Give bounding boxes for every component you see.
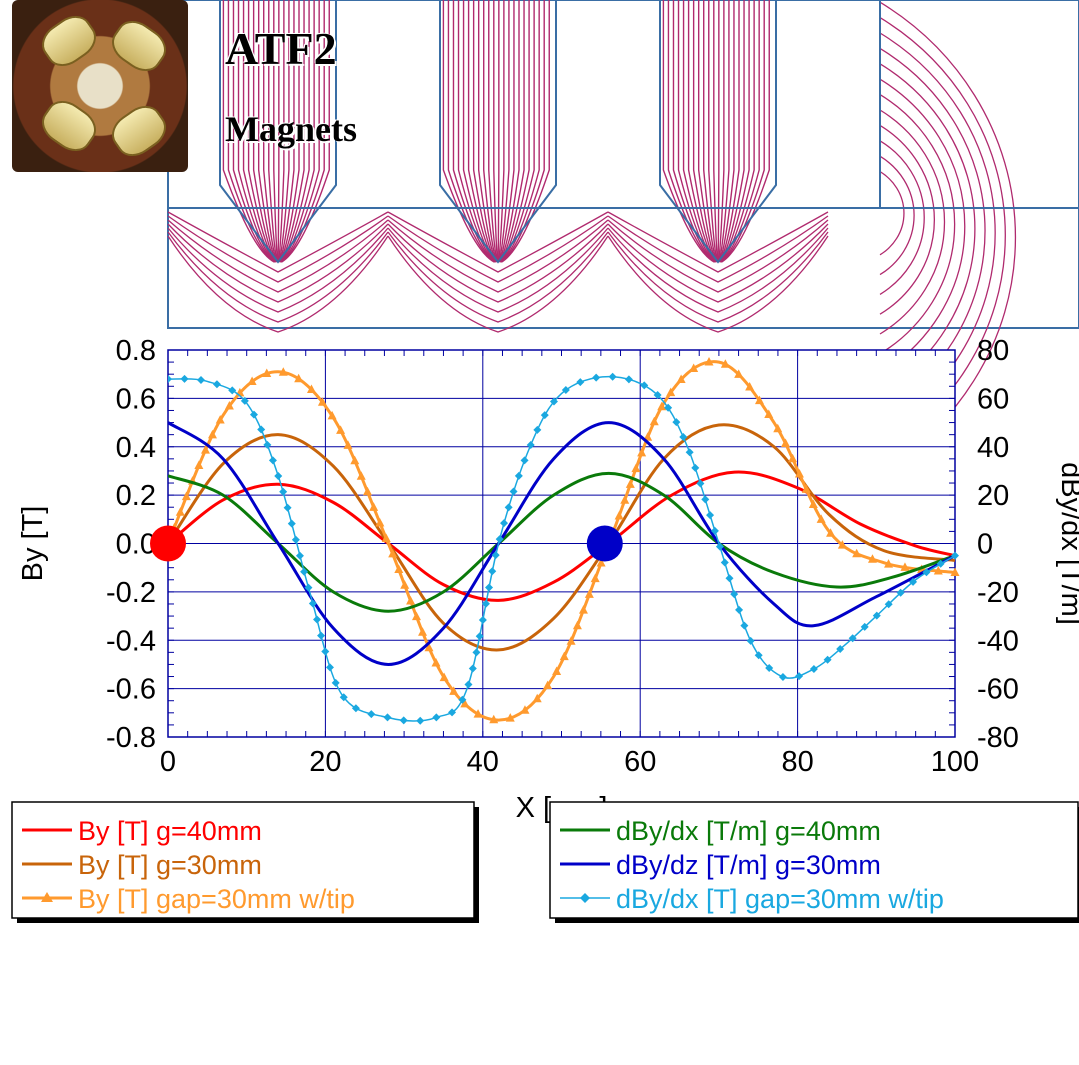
legend-entry-label: By [T] g=30mm [78, 850, 262, 880]
y2-tick-label: 40 [977, 432, 1009, 464]
legend-entry-label: By [T] g=40mm [78, 816, 262, 846]
legend-right: dBy/dx [T/m] g=40mm dBy/dz [T/m] g=30mm dB… [550, 802, 1079, 923]
y-tick-label: 0.6 [116, 383, 156, 415]
y2-tick-label: -20 [977, 577, 1019, 609]
legend-entry-label: By [T] gap=30mm w/tip [78, 884, 355, 914]
x-tick-label: 80 [781, 746, 813, 778]
legend-left: By [T] g=40mm By [T] g=30mm By [T] gap=30m… [12, 802, 479, 923]
red-dot-marker [150, 526, 186, 562]
y-axis-label: By [T] [17, 506, 49, 582]
x-tick-label: 60 [624, 746, 656, 778]
y-tick-label: 0.4 [116, 432, 156, 464]
legend-entry-label: dBy/dz [T/m] g=30mm [616, 850, 881, 880]
x-tick-label: 100 [931, 746, 979, 778]
x-tick-label: 40 [467, 746, 499, 778]
y-tick-label: 0.0 [116, 529, 156, 561]
blue-dot-marker [587, 526, 623, 562]
legend-entry-label: dBy/dx [T] gap=30mm w/tip [616, 884, 944, 914]
y-tick-label: -0.4 [106, 625, 156, 657]
y-tick-label: -0.2 [106, 577, 156, 609]
y-tick-label: -0.8 [106, 722, 156, 754]
y-tick-label: 0.8 [116, 335, 156, 367]
y2-tick-label: 20 [977, 480, 1009, 512]
y2-tick-label: -60 [977, 674, 1019, 706]
y2-tick-label: 0 [977, 529, 993, 561]
y-tick-label: -0.6 [106, 674, 156, 706]
y2-tick-label: 80 [977, 335, 1009, 367]
y2-axis-label: dBy/dx [T/m] [1055, 462, 1079, 625]
y2-tick-label: -80 [977, 722, 1019, 754]
legend-entry-label: dBy/dx [T/m] g=40mm [616, 816, 881, 846]
y2-tick-label: -40 [977, 625, 1019, 657]
y2-tick-label: 60 [977, 383, 1009, 415]
x-tick-label: 20 [309, 746, 341, 778]
x-tick-label: 0 [160, 746, 176, 778]
y-tick-label: 0.2 [116, 480, 156, 512]
